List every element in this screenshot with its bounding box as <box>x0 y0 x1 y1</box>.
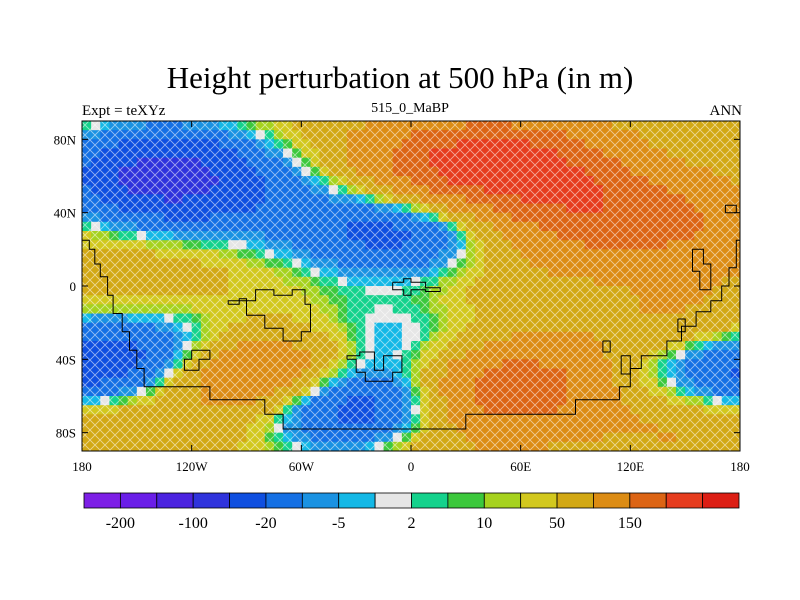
colorbar-swatch <box>483 492 522 509</box>
coastline <box>227 289 311 342</box>
colorbar-label: 150 <box>618 515 642 532</box>
coastline <box>724 204 737 214</box>
season-label: ANN <box>709 103 743 119</box>
colorbar-swatch <box>301 492 340 509</box>
x-tick-label: 180 <box>730 459 750 474</box>
x-tick-label: 120E <box>617 459 645 474</box>
experiment-label: Expt = teXYz <box>82 103 166 119</box>
field-mesh-overlay <box>82 121 740 451</box>
colorbar-label: -100 <box>179 515 208 532</box>
colorbar-swatch <box>593 492 631 509</box>
colorbar-swatch <box>192 492 230 509</box>
colorbar-swatch <box>156 492 194 509</box>
colorbar: -200 -100 -20 -5 2 10 50 150 <box>83 492 740 532</box>
y-tick-label: 80S <box>56 426 76 441</box>
colorbar-swatch <box>629 492 667 509</box>
plot-title: Height perturbation at 500 hPa (in m) <box>166 60 634 95</box>
colorbar-swatch <box>119 492 158 509</box>
colorbar-label: 50 <box>549 515 565 532</box>
coastline <box>183 349 211 371</box>
colorbar-swatch <box>702 492 740 509</box>
colorbar-label: -20 <box>255 515 276 532</box>
x-tick-label: 0 <box>408 459 415 474</box>
colorbar-swatch <box>665 492 704 509</box>
colorbar-label: 2 <box>408 515 416 532</box>
colorbar-swatch <box>338 492 376 509</box>
y-tick-label: 0 <box>70 279 77 294</box>
coastline <box>82 239 740 430</box>
colorbar-swatch <box>83 492 121 509</box>
x-tick-label: 120W <box>176 459 209 474</box>
colorbar-swatch <box>520 492 558 509</box>
y-tick-label: 40S <box>56 352 76 367</box>
y-tick-label: 40N <box>54 206 77 221</box>
coastline <box>677 318 686 333</box>
colorbar-label: 10 <box>476 515 492 532</box>
coastline <box>346 351 403 382</box>
colorbar-swatch <box>265 492 303 509</box>
colorbar-label: -5 <box>332 515 345 532</box>
period-label: 515_0_MaBP <box>371 101 449 116</box>
colorbar-swatch <box>556 492 594 509</box>
y-tick-label: 80N <box>54 132 77 147</box>
x-tick-label: 60E <box>510 459 531 474</box>
colorbar-swatch <box>447 492 485 509</box>
map-axes: 80N 40N 0 40S 80S 180 120W 60W 0 60E 120E 180 <box>54 121 750 474</box>
colorbar-swatch <box>411 492 449 509</box>
coastline <box>602 340 611 353</box>
colorbar-swatch <box>374 492 412 509</box>
x-tick-label: 180 <box>72 459 92 474</box>
coastlines <box>82 204 740 430</box>
coastline <box>392 278 441 296</box>
colorbar-label: -200 <box>106 515 135 532</box>
coastline <box>692 248 712 291</box>
x-tick-label: 60W <box>289 459 315 474</box>
colorbar-swatch <box>229 492 267 509</box>
coastline <box>620 355 631 375</box>
